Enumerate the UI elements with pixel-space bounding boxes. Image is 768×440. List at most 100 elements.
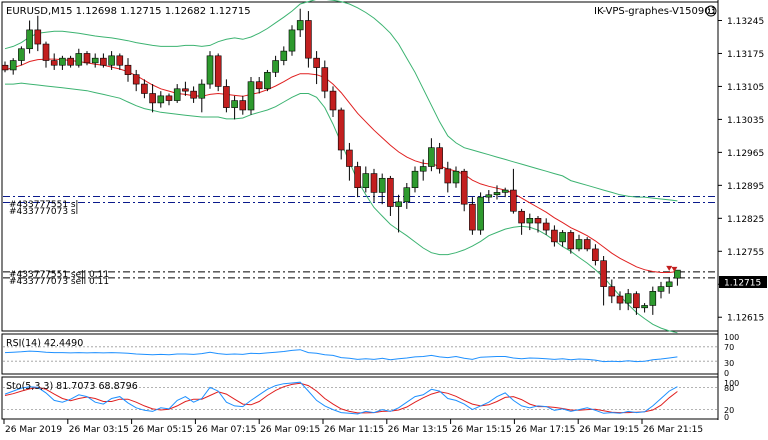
sell-entry-arrow-icon bbox=[666, 265, 673, 271]
rsi-level-0: 0 bbox=[724, 369, 729, 378]
time-tick-label: 26 Mar 15:15 bbox=[452, 425, 512, 435]
order-sl-label-2: #433777073 sl bbox=[9, 207, 78, 217]
bearish-candle bbox=[542, 222, 550, 231]
bullish-candle bbox=[272, 60, 279, 73]
bearish-candle bbox=[460, 170, 468, 205]
price-tick-label: 1.12825 bbox=[727, 215, 764, 225]
bullish-candle bbox=[403, 187, 411, 203]
bullish-candle bbox=[378, 177, 386, 193]
bearish-candle bbox=[34, 29, 42, 45]
bearish-candle bbox=[132, 74, 140, 85]
bearish-candle bbox=[83, 53, 91, 64]
bearish-candle bbox=[608, 286, 616, 297]
rsi-panel-frame[interactable] bbox=[1, 333, 719, 375]
bullish-candle bbox=[411, 170, 419, 188]
bearish-candle bbox=[387, 177, 394, 207]
bearish-candle bbox=[100, 57, 107, 66]
bearish-candle bbox=[214, 55, 222, 87]
bearish-candle bbox=[223, 86, 230, 108]
bearish-candle bbox=[436, 147, 443, 170]
bullish-candle bbox=[493, 192, 501, 196]
bearish-candle bbox=[354, 166, 361, 188]
bullish-candle bbox=[657, 286, 665, 292]
bearish-candle bbox=[551, 229, 558, 243]
bullish-candle bbox=[559, 232, 566, 243]
bearish-candle bbox=[313, 57, 320, 68]
bullish-candle bbox=[206, 55, 214, 85]
bearish-candle bbox=[50, 60, 58, 66]
sto-level-0: 0 bbox=[724, 413, 729, 422]
bearish-candle bbox=[1, 64, 9, 71]
bullish-candle bbox=[477, 196, 484, 231]
bearish-candle bbox=[337, 109, 345, 151]
bullish-candle bbox=[108, 55, 115, 66]
bullish-candle bbox=[624, 293, 632, 304]
sto-level-80: 80 bbox=[724, 384, 734, 393]
current-price-label: 1.12715 bbox=[724, 279, 761, 289]
smiley-icon bbox=[705, 5, 717, 17]
time-tick-label: 26 Mar 09:15 bbox=[260, 425, 320, 435]
price-tick-label: 1.12965 bbox=[727, 149, 764, 159]
bullish-candle bbox=[428, 147, 435, 167]
bullish-candle bbox=[395, 201, 402, 207]
bullish-candle bbox=[452, 170, 460, 184]
bullish-candle bbox=[665, 281, 673, 287]
bullish-candle bbox=[575, 239, 583, 250]
bearish-candle bbox=[592, 248, 599, 262]
sto-level-20: 20 bbox=[724, 406, 734, 415]
order-sell-label-2: #433777073 sell 0.11 bbox=[9, 277, 109, 287]
bullish-candle bbox=[198, 83, 206, 99]
time-tick-label: 26 Mar 2019 bbox=[5, 425, 62, 435]
stochastic-title: Sto(5,3,3) 81.7073 68.8796 bbox=[6, 381, 138, 392]
bearish-candle bbox=[633, 293, 640, 309]
bullish-candle bbox=[288, 29, 296, 52]
bearish-candle bbox=[149, 93, 156, 104]
time-tick-label: 26 Mar 07:15 bbox=[196, 425, 256, 435]
price-tick-label: 1.12615 bbox=[727, 314, 764, 324]
bullish-candle bbox=[296, 20, 304, 31]
bearish-candle bbox=[116, 55, 124, 66]
bearish-candle bbox=[239, 100, 247, 111]
bullish-candle bbox=[9, 60, 17, 71]
bearish-candle bbox=[141, 83, 148, 94]
time-axis[interactable]: 26 Mar 2019 26 Mar 03:15 26 Mar 05:15 26 Ma… bbox=[3, 419, 703, 435]
price-chart-area[interactable] bbox=[1, 0, 717, 334]
time-tick-label: 26 Mar 19:15 bbox=[579, 425, 639, 435]
bullish-candle bbox=[501, 189, 509, 193]
current-price-tag bbox=[719, 276, 767, 288]
bullish-candle bbox=[641, 305, 648, 309]
bearish-candle bbox=[305, 20, 312, 59]
time-tick-label: 26 Mar 03:15 bbox=[69, 425, 129, 435]
bearish-candle bbox=[329, 90, 337, 111]
bearish-candle bbox=[124, 64, 132, 75]
order-sell-label-1: #433777551 sell 0.11 bbox=[9, 270, 109, 280]
bullish-candle bbox=[26, 29, 33, 50]
account-label: IK-VPS-graphes-V150901 bbox=[594, 6, 717, 17]
stochastic-plot-area[interactable] bbox=[3, 381, 717, 415]
bearish-candle bbox=[42, 43, 50, 61]
bullish-candle bbox=[157, 95, 165, 104]
price-tick-label: 1.12895 bbox=[727, 182, 764, 192]
bullish-candle bbox=[247, 81, 255, 111]
rsi-title: RSI(14) 42.4490 bbox=[6, 338, 83, 349]
bullish-candle bbox=[91, 57, 99, 64]
bullish-candle bbox=[231, 100, 238, 108]
rsi-level-100: 100 bbox=[724, 333, 739, 342]
bearish-candle bbox=[165, 95, 173, 101]
bullish-candle bbox=[526, 218, 534, 224]
bearish-candle bbox=[444, 168, 452, 184]
price-tick-label: 1.12755 bbox=[727, 248, 764, 258]
bullish-candle bbox=[18, 48, 25, 61]
bearish-candle bbox=[600, 260, 607, 287]
bullish-candle bbox=[649, 291, 657, 306]
rsi-plot-area[interactable] bbox=[3, 346, 717, 363]
price-tick-label: 1.13175 bbox=[727, 50, 764, 60]
bearish-candle bbox=[346, 149, 353, 167]
bearish-candle bbox=[583, 239, 591, 250]
rsi-level-70: 70 bbox=[724, 343, 734, 352]
moving-average-line bbox=[4, 58, 678, 273]
bullish-candle bbox=[674, 269, 681, 279]
bearish-candle bbox=[321, 67, 329, 92]
bearish-candle bbox=[469, 203, 476, 231]
